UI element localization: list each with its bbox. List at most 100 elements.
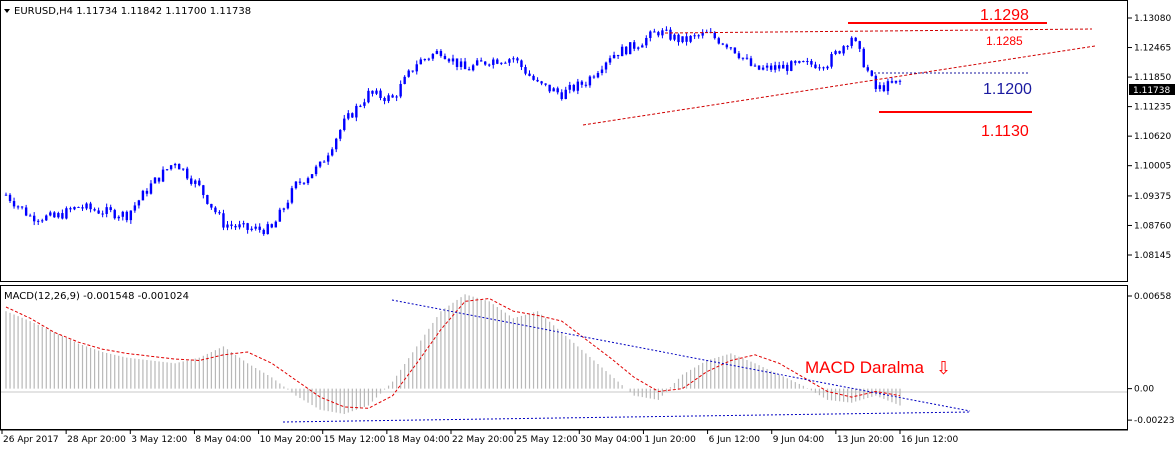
- candle-body: [637, 47, 640, 49]
- candle-body: [202, 185, 205, 196]
- candle-body: [862, 48, 865, 68]
- candle-body: [57, 213, 60, 218]
- price-panel-frame: [0, 0, 1128, 282]
- candle-body: [4, 194, 8, 196]
- candle-body: [194, 180, 197, 184]
- candle-body: [447, 59, 451, 62]
- candle-body: [322, 161, 326, 163]
- candle-body: [28, 215, 32, 217]
- candle-body: [600, 69, 604, 73]
- candle-body: [45, 215, 48, 221]
- candle-body: [206, 195, 209, 204]
- candle-body: [584, 84, 588, 86]
- candle-body: [500, 62, 503, 64]
- candle-body: [737, 53, 741, 59]
- candle-body: [544, 83, 547, 85]
- candle-body: [645, 37, 648, 46]
- candle-body: [254, 226, 257, 229]
- candle-body: [568, 84, 571, 90]
- candle-body: [681, 36, 684, 43]
- candle-body: [528, 73, 531, 76]
- candle-body: [633, 42, 636, 49]
- candle-body: [616, 54, 620, 57]
- candle-body: [439, 50, 443, 56]
- candle-body: [657, 32, 660, 36]
- candle-body: [351, 113, 354, 118]
- rising-trendline[interactable]: [582, 45, 1096, 126]
- candle-body: [592, 76, 596, 78]
- time-tick-label: 1 Jun 20:00: [644, 435, 696, 445]
- candle-body: [697, 35, 700, 37]
- price-tick-label: 1.11235: [1134, 103, 1171, 113]
- candle-body: [73, 206, 76, 210]
- candle-body: [451, 58, 455, 62]
- candle-body: [725, 44, 729, 48]
- candle-body: [761, 67, 765, 70]
- level-1200-label: 1.1200: [983, 81, 1032, 98]
- candle-body: [556, 88, 559, 93]
- candle-body: [431, 53, 435, 59]
- candle-body: [238, 224, 241, 228]
- down-arrow-icon: ⇩: [936, 358, 951, 379]
- time-tick-label: 30 May 04:00: [580, 435, 642, 445]
- candle-body: [383, 98, 386, 102]
- candle-body: [822, 67, 825, 69]
- candle-body: [222, 213, 225, 228]
- candle-body: [49, 212, 52, 216]
- candle-body: [121, 211, 124, 217]
- candle-body: [733, 47, 737, 54]
- candle-body: [765, 65, 769, 68]
- candle-body: [69, 208, 72, 210]
- candle-body: [564, 89, 567, 99]
- candle-body: [230, 224, 233, 226]
- candle-body: [866, 67, 869, 71]
- candle-body: [65, 208, 68, 219]
- candle-body: [415, 64, 418, 72]
- candle-body: [339, 129, 342, 139]
- macd-daralma-label: MACD Daralma: [805, 358, 925, 377]
- chart-menu-icon[interactable]: [4, 9, 10, 13]
- candle-body: [665, 29, 668, 31]
- candle-body: [141, 190, 145, 201]
- candle-body: [471, 65, 475, 71]
- candle-body: [12, 201, 16, 207]
- macd-upper-trendline[interactable]: [391, 299, 971, 412]
- candle-body: [898, 80, 902, 82]
- price-tick-label: 1.10620: [1134, 132, 1171, 142]
- candle-body: [169, 165, 173, 170]
- price-tick-label: 1.08145: [1134, 251, 1171, 261]
- candle-body: [612, 54, 616, 59]
- candlestick-series: [4, 26, 902, 236]
- candle-body: [786, 64, 789, 71]
- candle-body: [459, 61, 463, 67]
- candle-body: [753, 65, 757, 67]
- macd-signal-line: [5, 297, 901, 409]
- price-tick-label: 1.08760: [1134, 221, 1171, 231]
- candle-body: [419, 59, 422, 65]
- level-1285-label: 1.1285: [986, 34, 1023, 48]
- candle-body: [745, 57, 749, 59]
- candle-body: [842, 46, 845, 54]
- candle-body: [777, 65, 781, 69]
- candle-body: [157, 177, 161, 182]
- time-tick-label: 22 May 20:00: [452, 435, 514, 445]
- candle-body: [894, 80, 898, 83]
- candle-body: [455, 58, 459, 67]
- candle-body: [41, 220, 44, 222]
- candle-body: [773, 65, 777, 70]
- candle-body: [145, 190, 149, 194]
- candle-body: [628, 42, 632, 55]
- candle-body: [467, 69, 471, 71]
- candle-body: [306, 178, 310, 184]
- candle-body: [407, 70, 410, 77]
- top-trendline[interactable]: [664, 28, 1093, 34]
- candle-body: [782, 64, 785, 69]
- macd-lower-trendline[interactable]: [282, 411, 971, 423]
- time-tick-label: 28 Apr 20:00: [67, 435, 126, 445]
- candle-body: [882, 85, 886, 92]
- candle-body: [262, 229, 265, 235]
- candle-body: [689, 35, 692, 42]
- macd-axis: 0.00658 0.00 -0.002237: [1128, 292, 1175, 426]
- candle-body: [326, 155, 330, 162]
